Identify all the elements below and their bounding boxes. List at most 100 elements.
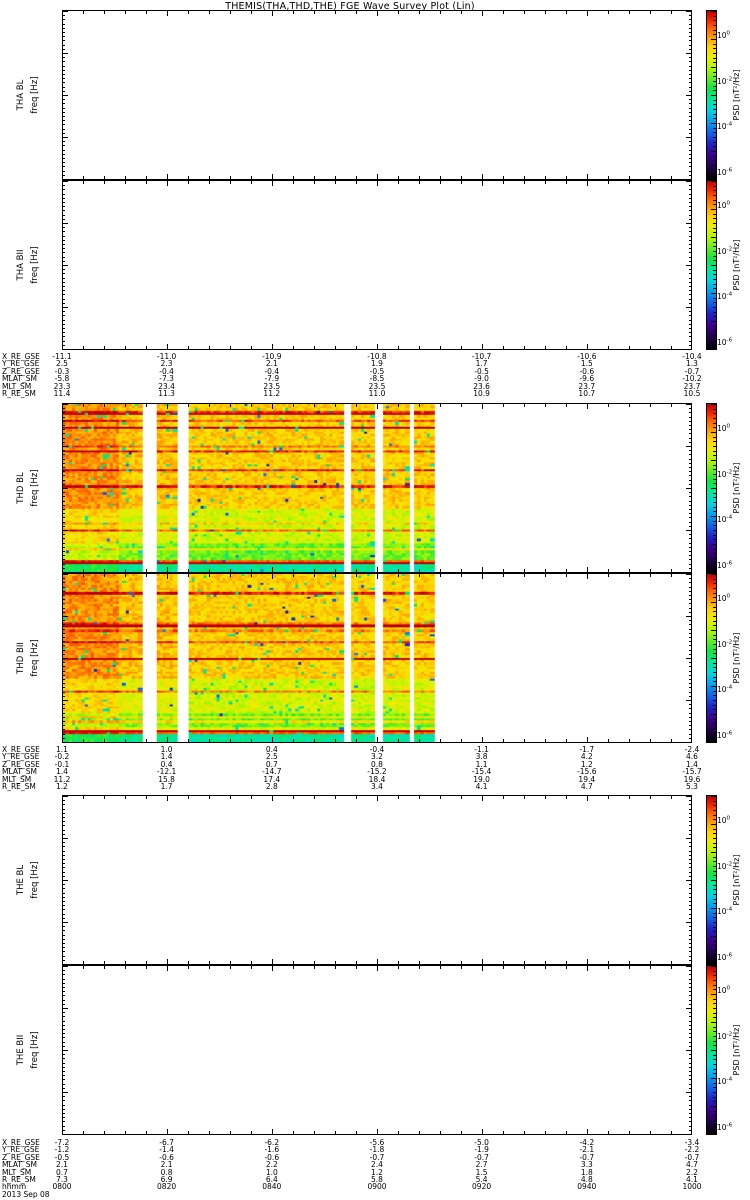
colorbar-thd-bl[interactable] (706, 403, 717, 573)
y-minor-tick (63, 525, 65, 527)
x-major-tick-top (377, 574, 378, 579)
y-minor-tick-right (689, 124, 691, 126)
x-major-tick-top (377, 11, 378, 16)
y-major-tick-right (686, 1050, 691, 1051)
x-minor-tick (461, 346, 462, 349)
x-minor-tick (608, 569, 609, 572)
y-minor-tick-right (689, 412, 691, 414)
annotation-column-the-6: -3.4 -2.2 -0.7 4.7 2.2 4.1 1000 (674, 1139, 710, 1191)
y-minor-tick-right (689, 687, 691, 689)
y-minor-tick (63, 559, 65, 561)
panel-the-bii[interactable]: 01234 (62, 965, 692, 1135)
y-major-tick (63, 95, 68, 96)
panel-tha-bl[interactable]: 01234 (62, 10, 692, 180)
y-minor-tick-right (689, 1058, 691, 1060)
colorbar-tick (713, 926, 716, 928)
x-major-tick-top (62, 574, 63, 579)
colorbar-tick (713, 307, 716, 308)
y-minor-tick (63, 821, 65, 823)
y-major-tick-right (686, 838, 691, 839)
x-minor-tick-top (608, 11, 609, 14)
annotation-value: 1.1 (56, 745, 68, 754)
y-minor-tick (63, 437, 65, 439)
x-minor-tick (461, 1131, 462, 1134)
colorbar-tick (713, 441, 716, 443)
colorbar-tick (711, 179, 716, 180)
x-minor-tick (314, 961, 315, 964)
y-minor-tick (63, 567, 65, 569)
y-minor-tick (63, 319, 65, 321)
annotation-value: -11.0 (156, 352, 177, 361)
y-minor-tick (63, 231, 65, 233)
x-minor-tick-top (230, 11, 231, 14)
y-major-tick (63, 658, 68, 659)
x-minor-tick (398, 176, 399, 179)
y-minor-tick-right (689, 57, 691, 59)
colorbar-tick (713, 578, 716, 580)
x-minor-tick (566, 569, 567, 572)
colorbar-tick (713, 903, 716, 905)
annotation-value: -0.5 (474, 366, 489, 376)
colorbar-tick-base: 10 (717, 985, 727, 995)
y-minor-tick (63, 628, 65, 630)
colorbar-tick (713, 940, 716, 942)
x-minor-tick-top (524, 11, 525, 14)
y-minor-tick-right (689, 913, 691, 915)
colorbar-tick-label: 10-4 (717, 292, 732, 302)
colorbar-tick (711, 908, 716, 909)
x-minor-tick (230, 961, 231, 964)
colorbar-thd-bii[interactable] (706, 573, 717, 743)
y-minor-tick (63, 716, 65, 718)
y-minor-tick-right (689, 1016, 691, 1018)
y-minor-tick-right (689, 974, 691, 976)
x-major-tick-top (587, 404, 588, 409)
annotation-row-name: MLAT_SM (2, 1160, 37, 1170)
annotation-value: 0920 (472, 1182, 492, 1192)
colorbar-tick (713, 1036, 716, 1037)
x-minor-tick-top (419, 796, 420, 799)
annotation-value: 1.3 (686, 359, 698, 369)
y-minor-tick-right (689, 1129, 691, 1131)
y-major-tick (63, 11, 68, 12)
colorbar-tick (711, 658, 716, 659)
colorbar-the-bl[interactable] (706, 795, 717, 965)
x-major-tick-top (62, 966, 63, 971)
panel-thd-bii[interactable]: 01234 (62, 573, 692, 743)
colorbar-tick (713, 146, 716, 148)
x-minor-tick-top (104, 574, 105, 577)
colorbar-tick (713, 113, 716, 115)
x-minor-tick-top (83, 966, 84, 969)
x-minor-tick-top (461, 404, 462, 407)
colorbar-the-bii[interactable] (706, 965, 717, 1135)
colorbar-tick (713, 127, 716, 129)
x-major-tick-top (587, 11, 588, 16)
annotation-value: 7.3 (56, 1174, 68, 1184)
y-minor-tick (63, 252, 65, 254)
colorbar-tick (713, 279, 716, 280)
annotation-value: -7.9 (264, 374, 280, 384)
x-minor-tick (629, 961, 630, 964)
x-minor-tick (104, 739, 105, 742)
y-minor-tick (63, 227, 65, 229)
annotation-value: -1.9 (474, 1145, 489, 1155)
y-minor-tick (63, 1024, 65, 1026)
y-minor-tick (63, 637, 65, 638)
panel-thd-bl[interactable]: 01234 (62, 403, 692, 573)
annotation-row-name: Z_RE_GSE (2, 366, 40, 376)
colorbar-tick-label: 10-4 (717, 685, 732, 695)
colorbar-tha-bl[interactable] (706, 10, 717, 180)
y-minor-tick-right (689, 867, 691, 869)
panel-tha-bii[interactable]: 01234 (62, 180, 692, 350)
colorbar-tha-bii[interactable] (706, 180, 717, 350)
x-minor-tick (608, 176, 609, 179)
annotation-value: -3.4 (684, 1138, 700, 1147)
colorbar-tick (711, 936, 716, 937)
colorbar-tick (711, 321, 716, 322)
panel-the-bl[interactable]: 01234 (62, 795, 692, 965)
x-minor-tick (524, 176, 525, 179)
x-minor-tick (104, 346, 105, 349)
colorbar-tick (713, 620, 716, 622)
y-minor-tick-right (689, 800, 691, 802)
x-minor-tick (671, 569, 672, 572)
x-major-tick (587, 959, 588, 964)
